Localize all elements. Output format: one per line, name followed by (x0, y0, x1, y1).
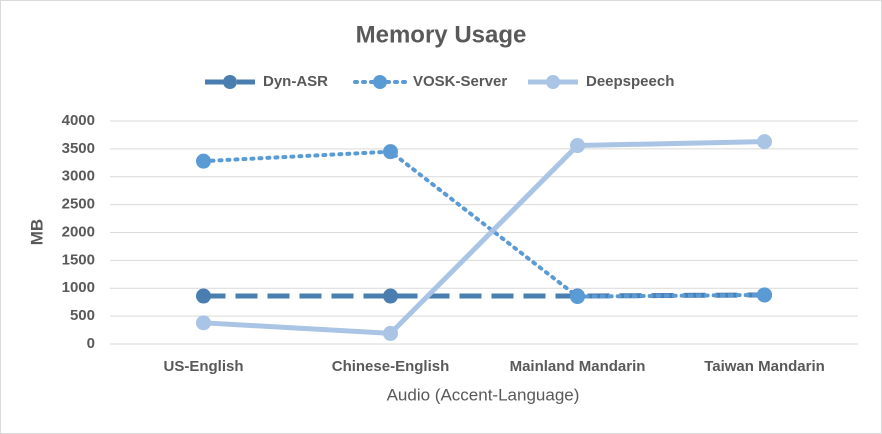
x-axis-label: Audio (Accent-Language) (387, 385, 580, 404)
y-tick-label: 3000 (62, 168, 95, 185)
data-point (570, 138, 585, 154)
legend-marker (223, 75, 237, 89)
y-tick-label: 1500 (62, 251, 95, 268)
legend-label: Dyn-ASR (263, 73, 328, 90)
series-line (203, 139, 765, 336)
data-point (570, 289, 585, 305)
data-point (383, 325, 398, 341)
x-tick-label: Mainland Mandarin (510, 358, 646, 375)
data-point (196, 315, 211, 331)
y-tick-label: 0 (87, 335, 95, 352)
series-line (203, 292, 765, 299)
chart-title: Memory Usage (356, 21, 527, 48)
data-point (383, 144, 398, 160)
series-line (201, 149, 767, 299)
y-tick-label: 4000 (62, 112, 95, 129)
legend-label: Deepspeech (586, 73, 674, 90)
y-tick-label: 3500 (62, 140, 95, 157)
y-tick-label: 2500 (62, 196, 95, 213)
x-tick-label: Taiwan Mandarin (704, 358, 825, 375)
data-point (196, 288, 211, 304)
y-tick-label: 1000 (62, 279, 95, 296)
y-axis-label: MB (27, 219, 46, 245)
data-point (383, 288, 398, 304)
legend-marker (546, 75, 560, 89)
legend-marker (373, 75, 387, 89)
legend-label: VOSK-Server (413, 73, 507, 90)
data-point (757, 134, 772, 150)
data-point (196, 153, 211, 169)
y-tick-label: 2000 (62, 223, 95, 240)
x-tick-label: US-English (163, 358, 243, 375)
data-point (757, 287, 772, 303)
y-tick-label: 500 (70, 307, 95, 324)
x-tick-label: Chinese-English (332, 358, 450, 375)
